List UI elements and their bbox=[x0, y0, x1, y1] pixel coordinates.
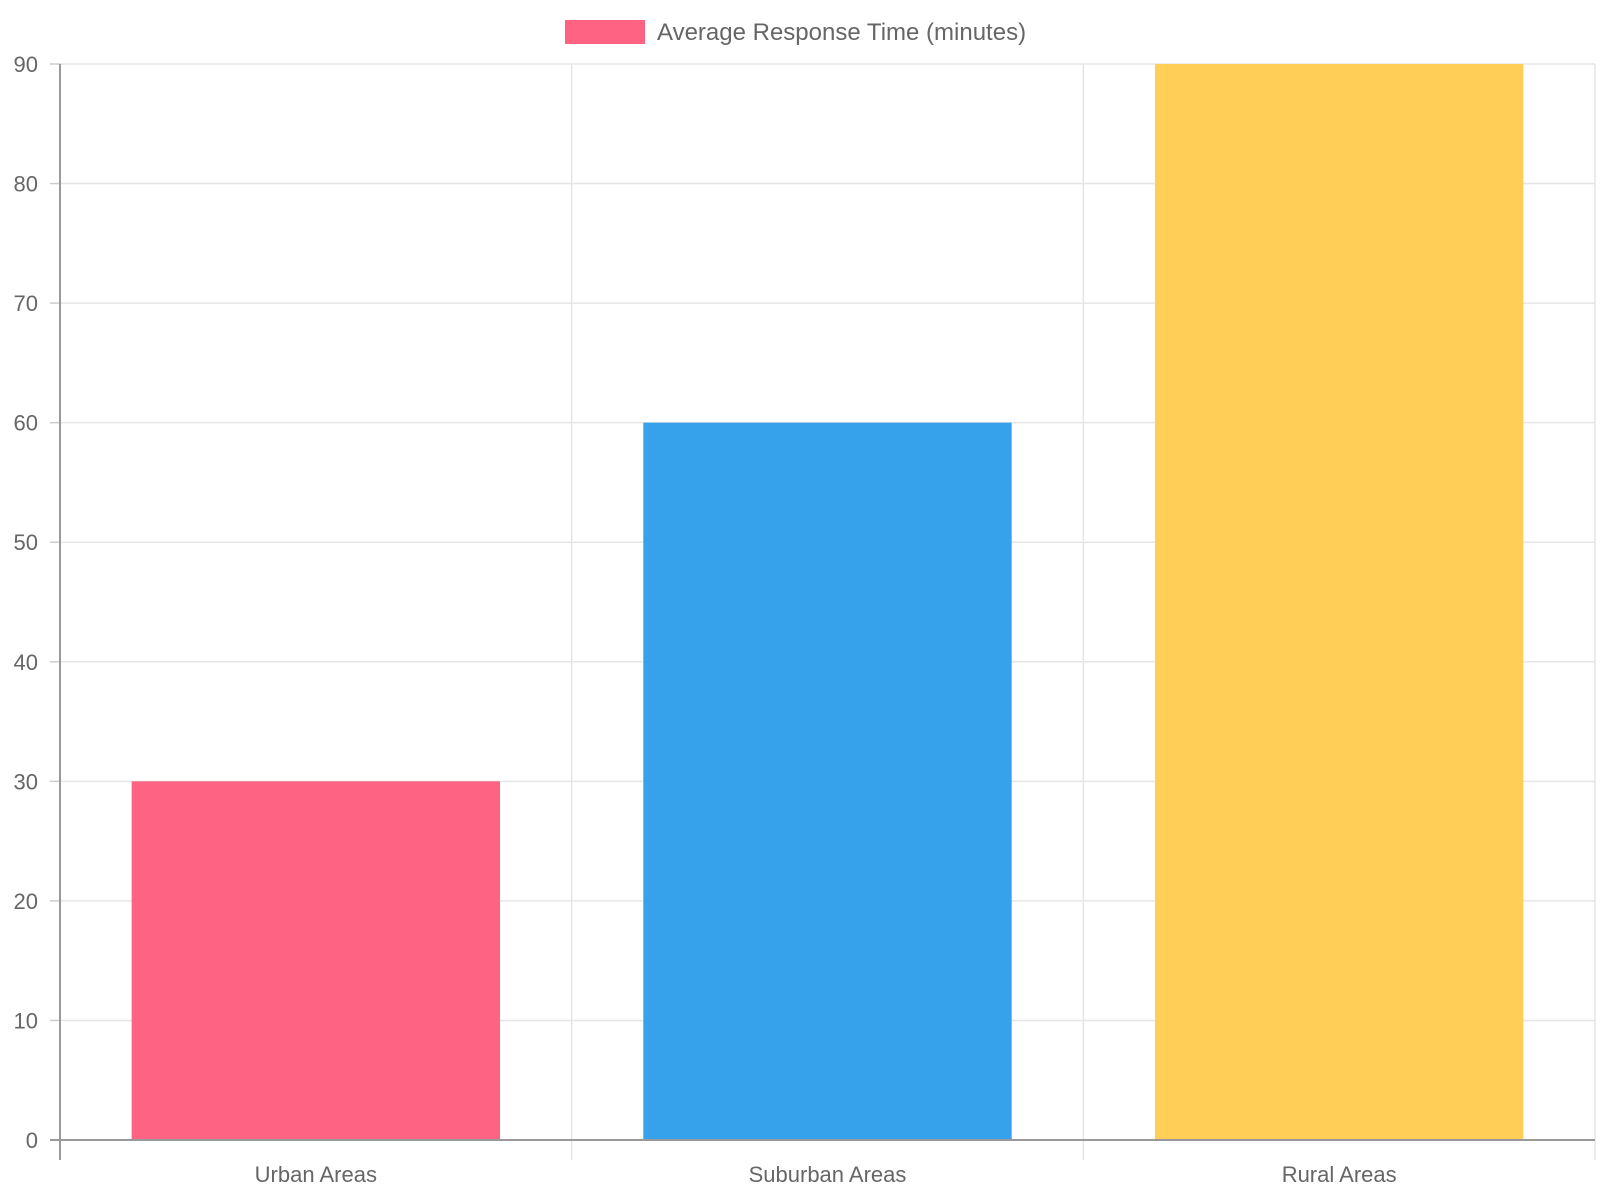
legend-swatch[interactable] bbox=[565, 20, 645, 44]
bar-urban-areas[interactable] bbox=[131, 781, 501, 1140]
y-tick-label: 90 bbox=[14, 52, 38, 77]
y-tick-label: 40 bbox=[14, 650, 38, 675]
y-tick-label: 30 bbox=[14, 769, 38, 794]
x-tick-label: Rural Areas bbox=[1282, 1162, 1397, 1187]
y-tick-label: 70 bbox=[14, 291, 38, 316]
bars bbox=[131, 64, 1524, 1141]
y-tick-label: 80 bbox=[14, 172, 38, 197]
bar-rural-areas[interactable] bbox=[1154, 64, 1524, 1140]
x-tick-label: Urban Areas bbox=[255, 1162, 377, 1187]
y-tick-label: 10 bbox=[14, 1008, 38, 1033]
y-tick-label: 20 bbox=[14, 889, 38, 914]
x-tick-label: Suburban Areas bbox=[749, 1162, 907, 1187]
bar-suburban-areas[interactable] bbox=[643, 422, 1012, 1141]
legend[interactable]: Average Response Time (minutes) bbox=[565, 19, 1026, 46]
y-tick-label: 50 bbox=[14, 530, 38, 555]
y-tick-label: 60 bbox=[14, 411, 38, 436]
axes bbox=[50, 63, 1595, 1160]
y-axis-tick-labels: 0 10 20 30 40 50 60 70 80 90 bbox=[14, 52, 38, 1153]
y-tick-label: 0 bbox=[26, 1128, 38, 1153]
x-axis-tick-labels: Urban Areas Suburban Areas Rural Areas bbox=[255, 1162, 1397, 1187]
legend-label[interactable]: Average Response Time (minutes) bbox=[657, 19, 1026, 46]
